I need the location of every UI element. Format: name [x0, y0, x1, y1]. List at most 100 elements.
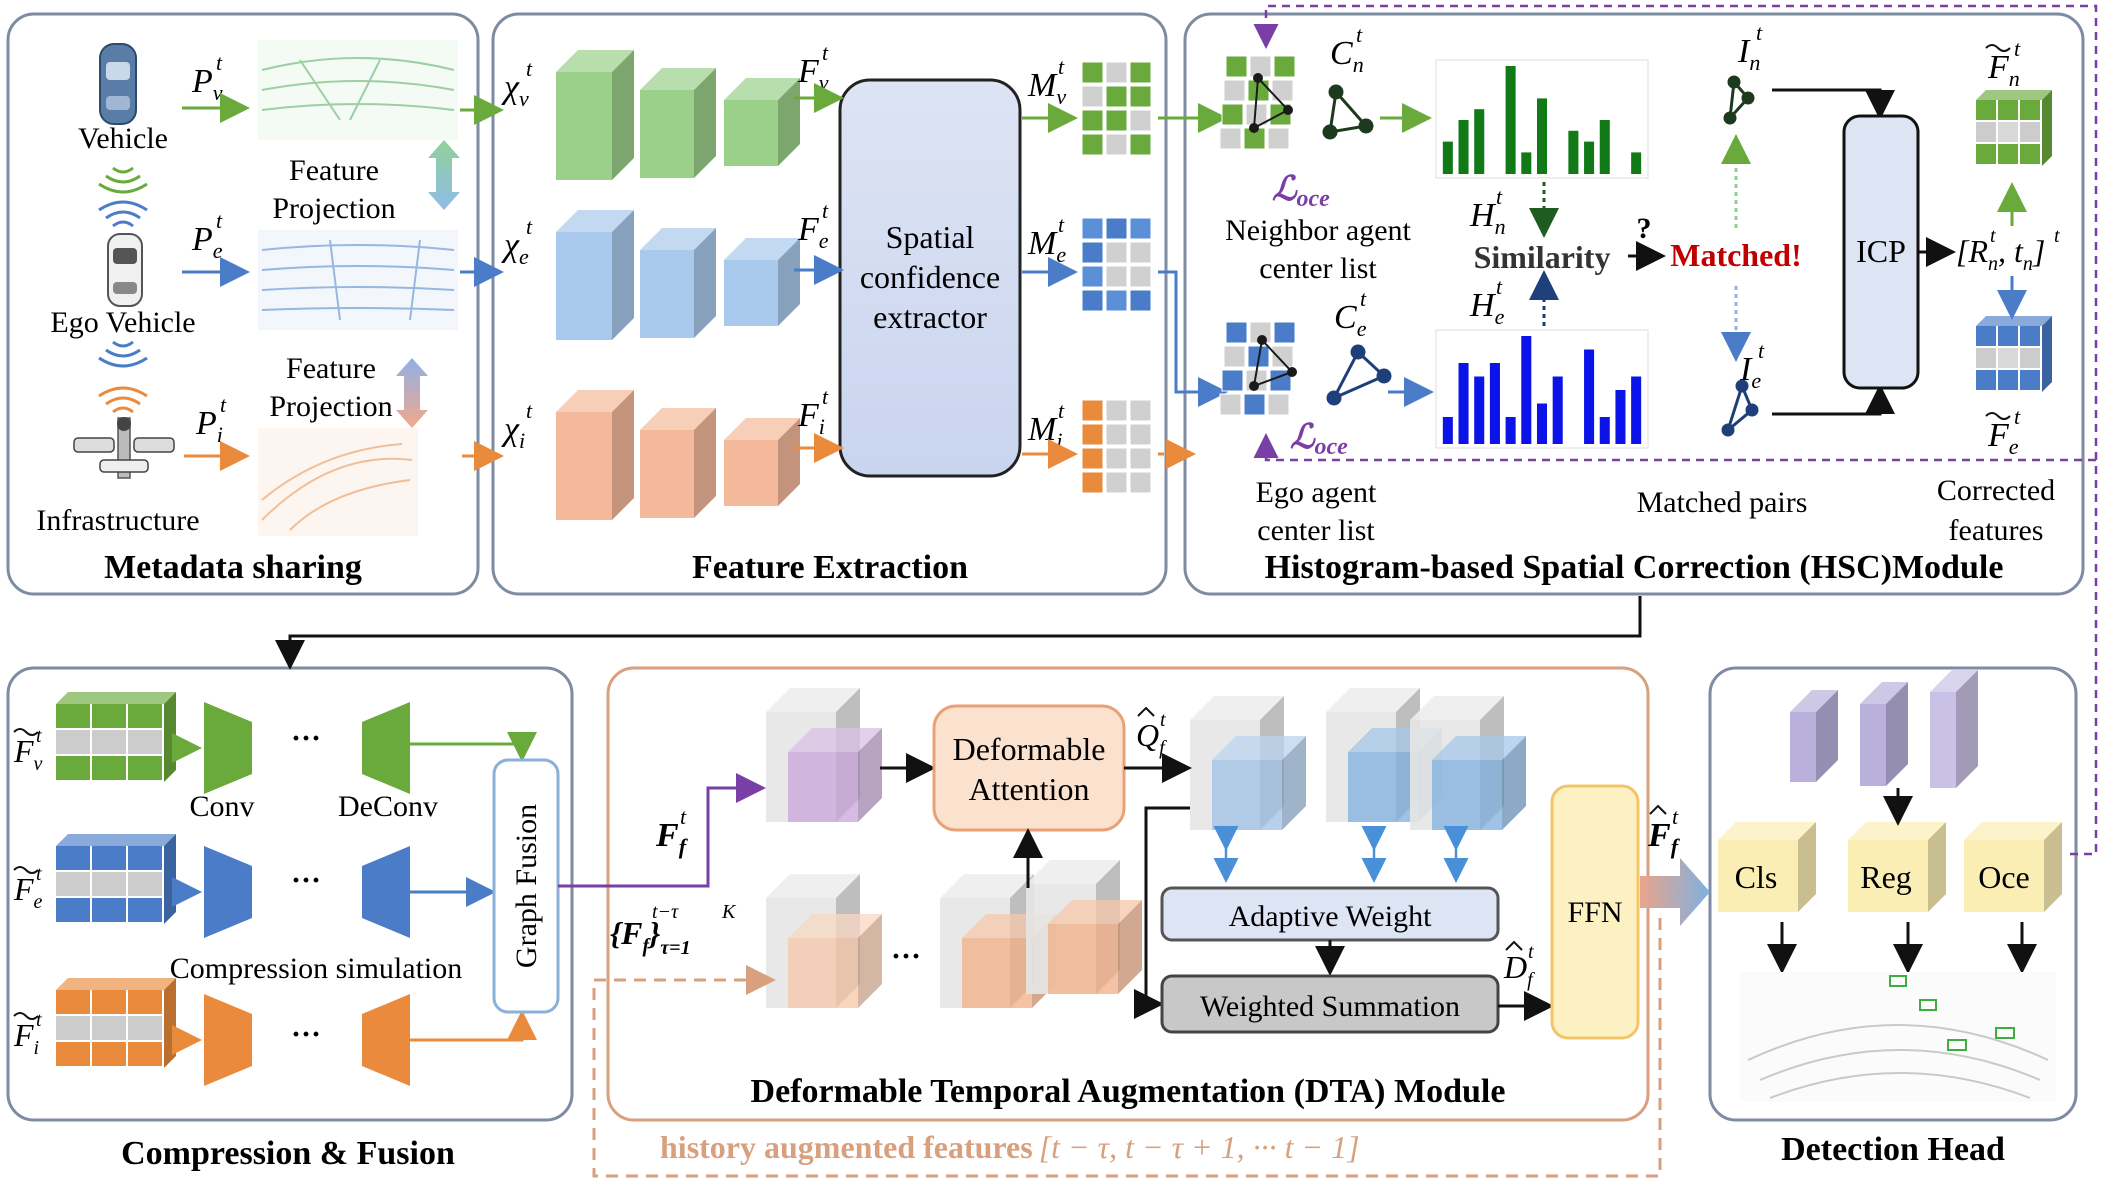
adaptive-weight-label: Adaptive Weight [1229, 900, 1432, 933]
proj2-line1: Feature [286, 352, 376, 385]
svg-text:K: K [721, 901, 737, 923]
p-e-label: Pe t [191, 208, 223, 263]
svg-text:t: t [2014, 404, 2021, 429]
compression-blocks [56, 692, 537, 1086]
arrow-ie-icp [1772, 384, 1895, 416]
df-label: Df t [1503, 940, 1535, 991]
svg-text:{Ff}τ=1: {Ff}τ=1 [610, 915, 691, 959]
qf-block-front [1212, 736, 1306, 830]
svg-text:t: t [1496, 184, 1503, 209]
svg-text:t: t [1528, 941, 1534, 963]
hist-bar [1474, 109, 1485, 174]
pointcloud-vehicle [258, 40, 458, 140]
svg-text:χv: χv [501, 69, 529, 111]
svg-text:t: t [216, 50, 223, 75]
det-feature-1 [1790, 690, 1838, 782]
hsc-grid-neighbor [1219, 55, 1296, 150]
svg-text:t: t [1756, 20, 1763, 45]
det-feature-2 [1860, 682, 1908, 786]
hist-bar [1599, 120, 1610, 174]
p-v-label: Pv t [191, 50, 223, 105]
vehicle-label: Vehicle [78, 122, 168, 155]
svg-text:Ie: Ie [1739, 351, 1761, 393]
svg-text:Pv: Pv [191, 63, 223, 105]
feature-block-1-b [640, 228, 716, 338]
chi-v-label: χv t [501, 56, 533, 111]
svg-text:t: t [2014, 36, 2021, 61]
oce-label: Oce [1978, 859, 2030, 895]
hist-bar [1521, 336, 1532, 444]
svg-text:t: t [36, 725, 42, 747]
fft-block-front [788, 728, 882, 822]
hist-bar [1552, 376, 1563, 444]
deconv-trapezoid-2 [362, 994, 410, 1086]
deconv-trapezoid-0 [362, 702, 410, 794]
ego-list-line1: Ego agent [1256, 476, 1377, 509]
qf-label: Qf t [1136, 706, 1167, 759]
svg-text:Fi: Fi [797, 397, 825, 439]
f-v-label: Fv t [797, 40, 829, 95]
ego-vehicle-label: Ego Vehicle [50, 306, 195, 339]
svg-text:t: t [216, 208, 223, 233]
svg-text:t: t [1496, 274, 1503, 299]
confidence-maps [1081, 61, 1152, 494]
dta-title: Deformable Temporal Augmentation (DTA) M… [751, 1073, 1506, 1110]
infrastructure-label: Infrastructure [36, 504, 199, 537]
f-e-label: Fe t [797, 198, 829, 253]
svg-text:Ce: Ce [1334, 299, 1367, 341]
cls-label: Cls [1735, 859, 1778, 895]
svg-text:t: t [220, 392, 227, 417]
in-triangle [1723, 75, 1755, 125]
signal-icon-infra [98, 386, 148, 414]
svg-text:t: t [36, 863, 42, 885]
cls-box [1718, 822, 1816, 912]
hist-block-3-front [1048, 900, 1142, 994]
metadata-panel [6, 12, 480, 596]
ie-triangle [1721, 379, 1759, 437]
hist-bar [1442, 141, 1453, 174]
svg-text:t−τ: t−τ [652, 901, 679, 923]
hist-bar [1536, 98, 1548, 174]
ellipsis-1: ··· [291, 722, 321, 755]
cn-triangle [1322, 84, 1374, 140]
svg-text:Hn: Hn [1469, 197, 1506, 239]
ffn-box [1550, 784, 1640, 1040]
loce-bottom-label: ℒoce [1290, 419, 1348, 460]
corrected-line1: Corrected [1937, 474, 2055, 507]
conv-trapezoid-0 [204, 702, 252, 794]
conv-trapezoid-2 [204, 994, 252, 1086]
detection-pointcloud [1740, 972, 2056, 1102]
ellipsis-3: ··· [291, 1018, 321, 1051]
metadata-title: Metadata sharing [104, 549, 362, 586]
ffn-output-arrow [1640, 858, 1710, 926]
feature-block-2-a [556, 390, 634, 520]
confidence-map-i [1081, 399, 1152, 494]
svg-text:t: t [36, 1009, 42, 1031]
svg-text:χi: χi [501, 411, 525, 453]
in-label: In t [1737, 20, 1763, 75]
ego-vehicle-icon [107, 233, 143, 307]
signal-icon-vehicle [98, 166, 148, 194]
comp-cube-e [56, 834, 176, 924]
hsc-grid-triangle-1 [1249, 335, 1297, 391]
svg-text:history augmented features[t −: history augmented features [t − τ, t − τ … [660, 1129, 1360, 1165]
arrow-graph-fft [558, 773, 766, 888]
weighted-summation-box [1160, 974, 1500, 1034]
svg-text:Me: Me [1027, 225, 1066, 267]
hsc-panel [1183, 12, 2085, 596]
panel-frames [6, 12, 2085, 1122]
dta-ellipsis: ··· [891, 940, 921, 973]
fn-tilde-label: Fn t [1985, 36, 2021, 91]
hsc-grids [1219, 55, 2052, 416]
spatial-line2: confidence [860, 259, 1000, 295]
svg-text:t: t [822, 384, 829, 409]
ellipsis-2: ··· [291, 864, 321, 897]
hist-block-3 [1026, 860, 1142, 994]
hsc-title: Histogram-based Spatial Correction (HSC)… [1265, 549, 2004, 586]
svg-text:Pe: Pe [191, 221, 223, 263]
hist-bar [1442, 417, 1453, 444]
svg-text:Ff: Ff [655, 817, 689, 859]
m-i-label: Mi t [1027, 398, 1065, 453]
proj1-line1: Feature [289, 154, 379, 187]
svg-text:Qf: Qf [1136, 717, 1167, 759]
